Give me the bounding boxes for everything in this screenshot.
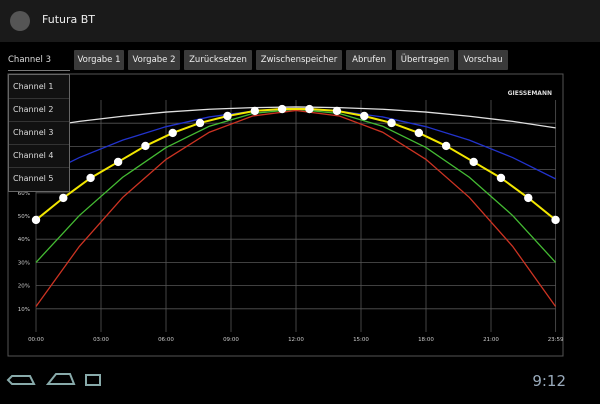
point — [86, 173, 95, 183]
y-tick-label: 20% — [18, 284, 30, 290]
y-tick-label: 40% — [18, 237, 30, 243]
separator — [9, 167, 69, 168]
channel-select[interactable]: Channel 3 — [8, 50, 70, 71]
series-line — [35, 109, 557, 307]
point — [469, 157, 478, 167]
dropdown-option[interactable]: Channel 1 — [13, 82, 54, 91]
clock: 9:12 — [532, 372, 566, 390]
point — [223, 111, 232, 121]
toolbar-button[interactable]: Vorgabe 1 — [74, 50, 124, 70]
y-tick-label: 50% — [18, 214, 30, 220]
x-tick-label: 18:00 — [418, 337, 434, 343]
point — [360, 111, 369, 121]
y-tick-label: 30% — [18, 260, 30, 266]
point — [250, 106, 260, 116]
point — [195, 118, 205, 128]
recents-button[interactable] — [85, 374, 101, 386]
x-tick-label: 00:00 — [28, 337, 44, 343]
nav-icons — [6, 373, 101, 386]
chart-frame — [7, 73, 564, 357]
separator — [9, 144, 69, 145]
point — [141, 141, 150, 151]
point — [414, 128, 424, 138]
point — [496, 173, 506, 183]
point — [441, 141, 451, 151]
toolbar-button[interactable]: Abrufen — [346, 50, 392, 70]
point — [31, 215, 41, 225]
toolbar-button[interactable]: Vorschau — [458, 50, 508, 70]
point — [551, 215, 560, 225]
dropdown-option[interactable]: Channel 4 — [13, 151, 54, 160]
app-icon[interactable] — [10, 11, 30, 31]
series-line — [35, 108, 557, 221]
back-button[interactable] — [6, 375, 36, 385]
toolbar-button[interactable]: Übertragen — [396, 50, 454, 70]
point — [168, 128, 177, 138]
dropdown-option[interactable]: Channel 2 — [13, 105, 54, 114]
point — [332, 106, 342, 116]
x-tick-label: 03:00 — [93, 337, 109, 343]
series-line — [35, 106, 556, 129]
x-tick-label: 23:59 — [548, 337, 564, 343]
point — [113, 157, 123, 167]
x-tick-label: 21:00 — [483, 337, 499, 343]
point — [305, 104, 314, 114]
point — [524, 193, 533, 203]
app-bar: Futura BT — [0, 0, 600, 42]
nav-bar: 9:12 — [0, 364, 600, 400]
point — [59, 193, 68, 203]
x-tick-label: 15:00 — [353, 337, 369, 343]
x-tick-label: 09:00 — [223, 337, 239, 343]
separator — [9, 121, 69, 122]
toolbar: Channel 3 Vorgabe 1 Vorgabe 2 Zurücksetzen… — [0, 50, 600, 72]
separator — [9, 98, 69, 99]
x-tick-label: 12:00 — [288, 337, 304, 343]
x-tick-label: 06:00 — [158, 337, 174, 343]
app-title: Futura BT — [42, 13, 96, 26]
toolbar-button[interactable]: Zurücksetzen — [184, 50, 252, 70]
toolbar-button[interactable]: Vorgabe 2 — [128, 50, 180, 70]
point — [277, 104, 287, 114]
dropdown-option[interactable]: Channel 3 — [13, 128, 54, 137]
dropdown-option[interactable]: Channel 5 — [13, 174, 54, 183]
y-tick-label: 10% — [18, 307, 30, 313]
dropdown: Channel 1 Channel 2 Channel 3 Channel 4 Chan… — [8, 74, 70, 192]
point — [387, 118, 396, 128]
logo: GIESSEMANN — [508, 90, 552, 97]
y-tick-label: 60% — [18, 191, 30, 197]
home-button[interactable] — [45, 373, 76, 385]
toolbar-button[interactable]: Zwischenspeicher — [256, 50, 342, 70]
